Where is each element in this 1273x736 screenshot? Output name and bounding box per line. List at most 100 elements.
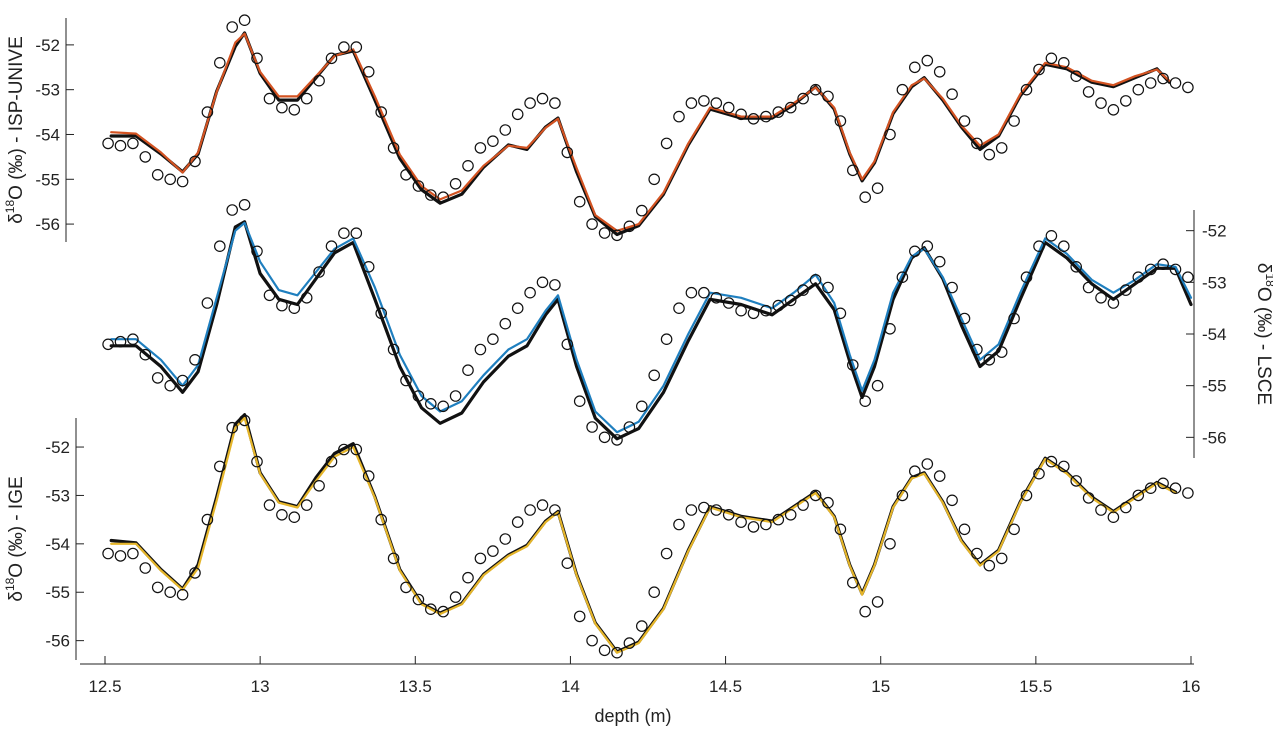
marker-point [698,286,710,299]
marker-point [958,312,971,325]
y-label-suffix: O (‰) - IGE [6,476,27,577]
marker-point [710,97,723,109]
marker-point [884,128,896,141]
marker-point [921,240,934,252]
marker-point [660,333,673,345]
marker-point [573,195,586,208]
raw-series-line [109,413,1178,654]
marker-point [1045,52,1058,65]
marker-point [102,547,114,560]
marker-point [499,124,512,136]
marker-point [710,504,723,516]
marker-point [387,552,400,565]
marker-point [747,307,760,320]
marker-point [995,552,1008,565]
marker-point [1169,263,1182,276]
marker-point [313,74,325,87]
marker-point [797,284,809,296]
marker-point [238,199,251,211]
marker-point [611,434,623,446]
marker-point [449,591,462,603]
marker-point [735,516,747,528]
marker-point [449,390,462,402]
y-label-sup: 18 [3,200,17,214]
marker-point [338,227,350,239]
y-label-prefix: δ [1253,263,1273,274]
marker-point [1058,460,1070,473]
marker-point [251,52,263,65]
y-tick-label: -52 [35,36,60,55]
marker-point [747,113,760,125]
marker-point [350,443,363,456]
marker-point [164,586,176,598]
marker-point [809,489,822,502]
marker-point [1182,271,1194,283]
marker-point [338,41,350,53]
marker-point [611,646,623,659]
marker-point [549,97,561,109]
marker-point [933,66,946,78]
marker-point [896,83,909,96]
marker-point [263,499,276,511]
marker-point [338,443,350,456]
marker-point [362,260,375,273]
marker-point [325,52,338,65]
y-tick-label: -53 [1202,273,1227,292]
marker-point [673,518,685,531]
marker-point [176,588,189,601]
marker-point [176,374,189,387]
marker-point [487,545,499,557]
marker-point [1144,263,1157,276]
marker-point [251,455,263,468]
marker-point [127,547,139,560]
marker-point [424,603,437,615]
marker-point [437,400,449,413]
marker-point [809,83,822,96]
marker-point [375,307,387,320]
marker-point [1120,284,1132,296]
marker-point [946,88,958,100]
marker-point [449,178,462,190]
marker-point [102,137,114,150]
marker-point [437,191,449,203]
marker-point [151,169,164,181]
marker-point [313,266,325,278]
marker-point [995,346,1008,358]
marker-point [1095,504,1107,516]
marker-point [288,302,301,314]
marker-point [834,307,847,320]
marker-point [350,227,363,239]
marker-point [884,322,896,335]
marker-point [1070,70,1082,82]
marker-point [648,369,660,382]
marker-point [561,338,574,351]
marker-point [958,523,971,536]
marker-point [871,182,884,194]
marker-point [834,115,847,127]
x-tick-label: 12.5 [88,677,121,696]
marker-point [1095,97,1107,109]
marker-point [474,552,487,565]
marker-point [859,605,871,618]
marker-point [114,335,127,348]
marker-point [325,455,338,468]
y-tick-label: -55 [1202,377,1227,396]
x-axis-label: depth (m) [594,706,671,726]
y-label-suffix: O (‰) - LSCE [1253,287,1273,405]
y-label-prefix: δ [6,591,27,602]
marker-point [226,204,238,216]
marker-point [685,97,698,109]
marker-point [846,359,859,371]
marker-point [300,291,313,304]
marker-point [623,637,636,649]
marker-point [660,137,673,150]
marker-point [635,400,648,413]
marker-point [747,521,760,533]
marker-point [561,557,574,569]
marker-point [1157,477,1169,490]
marker-point [1008,115,1020,127]
marker-point [822,90,834,103]
marker-point [822,281,834,294]
marker-point [995,142,1008,154]
